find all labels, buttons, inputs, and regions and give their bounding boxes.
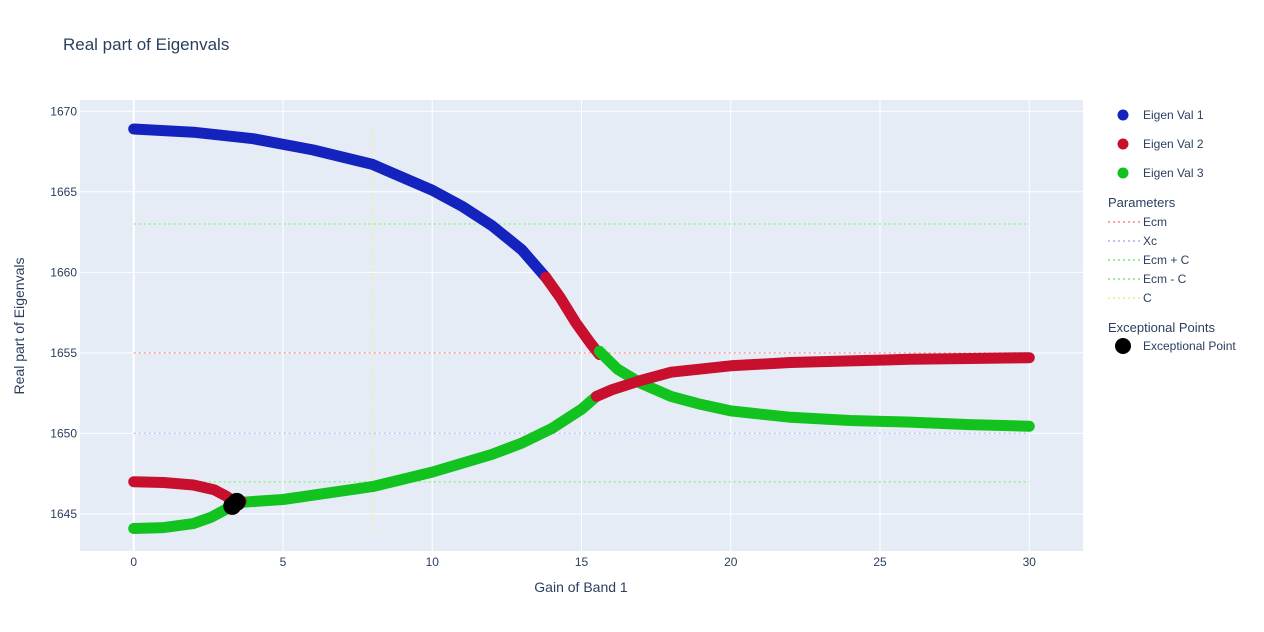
x-tick-label: 25 — [873, 555, 887, 569]
legend-label: Exceptional Point — [1143, 339, 1236, 353]
y-axis: 1645 1650 1655 1660 1665 1670 — [50, 104, 77, 521]
series-2-line — [128, 476, 241, 509]
x-tick-label: 5 — [280, 555, 287, 569]
legend-label: C — [1143, 291, 1152, 305]
legend-item-eigen-val-3[interactable]: Eigen Val 3 — [1117, 166, 1204, 180]
legend-marker — [1117, 138, 1129, 150]
series-1-line — [540, 271, 605, 360]
legend-label: Ecm - C — [1143, 272, 1187, 286]
legend-label: Eigen Val 3 — [1143, 166, 1204, 180]
legend[interactable]: Eigen Val 1 Eigen Val 2 Eigen Val 3 Paramet… — [1108, 108, 1236, 354]
legend-label: Ecm — [1143, 215, 1167, 229]
series-2-line — [229, 390, 602, 509]
legend-label: Eigen Val 1 — [1143, 108, 1204, 122]
legend-item-parameter[interactable]: Ecm - C — [1108, 272, 1187, 286]
legend-item-parameter[interactable]: Xc — [1108, 234, 1157, 248]
y-axis-title: Real part of Eigenvals — [11, 258, 27, 395]
y-tick-label: 1660 — [50, 265, 77, 279]
y-tick-label: 1650 — [50, 426, 77, 440]
legend-item-parameter[interactable]: Ecm + C — [1108, 253, 1190, 267]
legend-item-exceptional-point[interactable]: Exceptional Point — [1115, 338, 1236, 354]
y-tick-label: 1645 — [50, 507, 77, 521]
y-tick-label: 1655 — [50, 346, 77, 360]
x-axis: 0 5 10 15 20 25 30 — [130, 555, 1036, 569]
exceptional-point-marker[interactable] — [227, 492, 246, 511]
x-tick-label: 20 — [724, 555, 738, 569]
series-1-line — [128, 123, 552, 283]
legend-item-parameter[interactable]: Ecm — [1108, 215, 1167, 229]
legend-item-eigen-val-1[interactable]: Eigen Val 1 — [1117, 108, 1204, 122]
legend-group-exceptional-points: Exceptional Points — [1108, 320, 1215, 335]
x-tick-label: 0 — [130, 555, 137, 569]
chart-title: Real part of Eigenvals — [63, 35, 229, 54]
y-tick-label: 1670 — [50, 104, 77, 118]
series-2-line — [590, 352, 1035, 402]
legend-marker — [1117, 167, 1129, 179]
legend-marker — [1115, 338, 1131, 354]
legend-label: Eigen Val 2 — [1143, 137, 1204, 151]
legend-marker — [1117, 109, 1129, 121]
legend-label: Ecm + C — [1143, 253, 1190, 267]
x-tick-label: 30 — [1023, 555, 1037, 569]
legend-group-parameters: Parameters — [1108, 195, 1176, 210]
x-tick-label: 10 — [426, 555, 440, 569]
legend-label: Xc — [1143, 234, 1157, 248]
plot-area[interactable] — [80, 100, 1083, 551]
x-tick-label: 15 — [575, 555, 589, 569]
y-tick-label: 1665 — [50, 185, 77, 199]
legend-item-eigen-val-2[interactable]: Eigen Val 2 — [1117, 137, 1204, 151]
x-axis-title: Gain of Band 1 — [534, 579, 628, 595]
legend-item-parameter[interactable]: C — [1108, 291, 1152, 305]
